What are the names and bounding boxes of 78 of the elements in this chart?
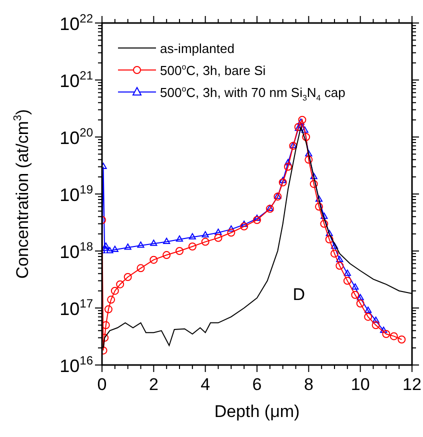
point — [150, 256, 158, 264]
point — [240, 222, 248, 230]
point — [116, 280, 124, 288]
x-tick-label: 4 — [200, 375, 210, 394]
point — [352, 283, 359, 290]
point — [284, 158, 292, 166]
x-tick-label: 10 — [350, 375, 370, 394]
point — [326, 230, 333, 236]
point — [398, 336, 406, 344]
point — [330, 242, 338, 249]
point — [253, 216, 261, 224]
point — [253, 214, 261, 221]
point — [227, 228, 236, 237]
point — [344, 270, 351, 276]
point — [372, 321, 380, 330]
point — [320, 212, 328, 219]
point — [380, 326, 388, 333]
point — [302, 133, 310, 141]
point — [372, 316, 380, 323]
point — [202, 231, 209, 238]
point — [336, 262, 344, 270]
point — [228, 225, 235, 232]
point — [201, 238, 210, 246]
point — [102, 321, 110, 330]
point — [214, 234, 222, 242]
point — [240, 220, 248, 227]
point — [351, 290, 360, 299]
point — [107, 296, 116, 304]
annotation: D — [292, 285, 305, 304]
point — [305, 150, 312, 156]
x-tick-label: 6 — [252, 375, 262, 394]
point — [330, 250, 338, 258]
point — [301, 126, 308, 133]
point — [304, 156, 313, 164]
x-axis-title: Depth (μm) — [214, 402, 300, 421]
point — [124, 272, 132, 281]
point — [356, 299, 364, 308]
point — [310, 172, 318, 180]
point — [150, 240, 158, 246]
point — [284, 162, 292, 171]
point — [102, 244, 108, 251]
point — [176, 235, 184, 242]
point — [364, 312, 372, 321]
point — [356, 294, 364, 300]
x-tick-label: 8 — [304, 375, 314, 394]
point — [110, 286, 119, 295]
point — [124, 244, 132, 250]
point — [104, 305, 112, 314]
point — [102, 334, 109, 342]
x-tick-label: 2 — [148, 375, 158, 394]
point — [343, 276, 352, 285]
point — [279, 176, 286, 184]
point — [102, 242, 110, 249]
point — [214, 228, 222, 235]
x-tick-label: 12 — [402, 375, 422, 394]
point — [315, 196, 323, 202]
point — [163, 238, 170, 244]
point — [325, 235, 334, 244]
point — [176, 247, 184, 255]
point — [188, 233, 196, 240]
y-axis-title: Concentration (at/cm3) — [12, 109, 32, 279]
point — [310, 180, 318, 188]
point — [162, 251, 171, 260]
point — [336, 256, 344, 262]
point — [137, 241, 144, 248]
point — [382, 330, 390, 338]
point — [106, 247, 114, 254]
point — [188, 242, 196, 250]
point — [297, 118, 304, 125]
point — [320, 220, 328, 228]
point — [315, 202, 323, 211]
point — [390, 332, 398, 340]
legend-label: as-implanted — [160, 41, 234, 56]
point — [278, 178, 287, 186]
x-tick-label: 0 — [97, 375, 107, 394]
point — [364, 306, 372, 313]
point — [136, 264, 145, 272]
point — [111, 246, 118, 252]
